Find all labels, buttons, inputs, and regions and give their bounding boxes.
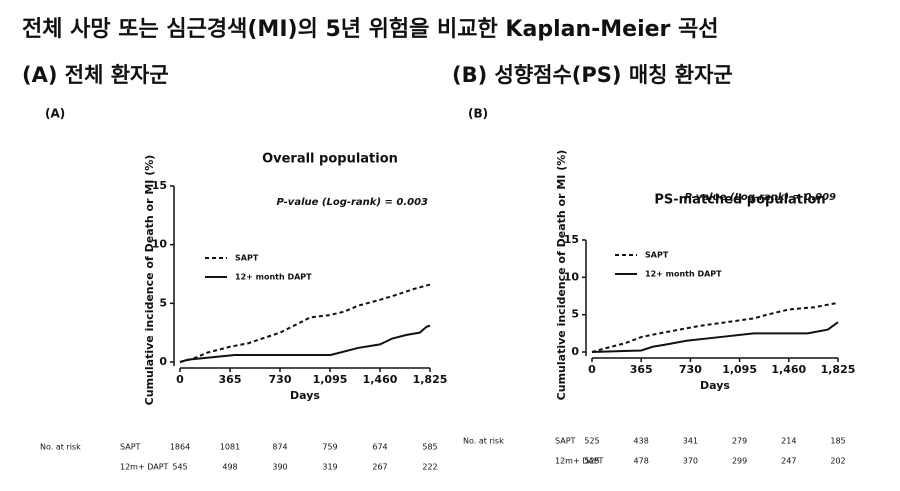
x-tick-label: 1,460 bbox=[771, 363, 806, 376]
km-curve bbox=[179, 283, 431, 363]
risk-count: 1864 bbox=[170, 443, 190, 452]
risk-count: 545 bbox=[172, 463, 187, 472]
page-title: 전체 사망 또는 심근경색(MI)의 5년 위험을 비교한 Kaplan-Mei… bbox=[22, 16, 719, 42]
panel-label: (A) bbox=[45, 107, 65, 121]
y-tick-label: 5 bbox=[571, 308, 579, 321]
risk-count: 759 bbox=[322, 443, 337, 452]
risk-count: 674 bbox=[372, 443, 387, 452]
risk-table-title: No. at risk bbox=[40, 443, 81, 452]
risk-count: 247 bbox=[781, 457, 796, 466]
panel-label: (B) bbox=[468, 107, 488, 121]
y-tick-label: 10 bbox=[564, 270, 580, 283]
risk-count: 525 bbox=[584, 457, 599, 466]
risk-count: 370 bbox=[683, 457, 698, 466]
x-tick-label: 365 bbox=[630, 363, 653, 376]
risk-row-name: SAPT bbox=[120, 443, 141, 452]
y-tick-label: 15 bbox=[152, 179, 167, 192]
risk-count: 390 bbox=[272, 463, 287, 472]
x-tick-label: 365 bbox=[219, 373, 242, 386]
legend-label: SAPT bbox=[645, 251, 669, 260]
risk-count: 222 bbox=[422, 463, 437, 472]
y-tick-label: 10 bbox=[152, 238, 168, 251]
risk-count: 874 bbox=[272, 443, 287, 452]
risk-count: 525 bbox=[584, 437, 599, 446]
km-curve bbox=[591, 301, 839, 353]
risk-count: 585 bbox=[422, 443, 437, 452]
risk-count: 299 bbox=[732, 457, 747, 466]
risk-count: 1081 bbox=[220, 443, 240, 452]
x-tick-label: 1,825 bbox=[413, 373, 448, 386]
risk-count: 202 bbox=[830, 457, 845, 466]
y-axis-label: Cumulative incidence of Death or MI (%) bbox=[143, 155, 156, 406]
y-tick-label: 5 bbox=[159, 296, 167, 309]
chart-title: PS-matched population bbox=[654, 193, 825, 208]
y-tick-label: 15 bbox=[564, 233, 579, 246]
risk-count: 438 bbox=[634, 437, 649, 446]
risk-count: 267 bbox=[372, 463, 387, 472]
y-tick-label: 0 bbox=[571, 345, 579, 358]
risk-count: 498 bbox=[222, 463, 237, 472]
legend-label: 12+ month DAPT bbox=[645, 270, 722, 279]
x-tick-label: 1,095 bbox=[313, 373, 348, 386]
x-axis-label: Days bbox=[290, 389, 320, 402]
risk-count: 214 bbox=[781, 437, 796, 446]
risk-row-name: SAPT bbox=[555, 437, 576, 446]
annotation: P-value (Log-rank) = 0.003 bbox=[277, 197, 429, 208]
risk-table-title: No. at risk bbox=[463, 437, 504, 446]
x-tick-label: 1,825 bbox=[821, 363, 856, 376]
risk-row-name: 12m+ DAPT bbox=[555, 457, 604, 466]
km-curve bbox=[591, 321, 839, 353]
risk-count: 341 bbox=[683, 437, 698, 446]
annotation: P-value (Log-rank) = 0.009 bbox=[685, 192, 837, 203]
x-tick-label: 1,095 bbox=[722, 363, 757, 376]
risk-row-name: 12m+ DAPT bbox=[120, 463, 169, 472]
risk-count: 478 bbox=[634, 457, 649, 466]
y-axis-label: Cumulative incidence of Death or MI (%) bbox=[555, 150, 568, 401]
y-tick-label: 0 bbox=[159, 355, 167, 368]
x-tick-label: 0 bbox=[176, 373, 184, 386]
x-tick-label: 730 bbox=[269, 373, 292, 386]
x-axis-label: Days bbox=[700, 379, 730, 392]
chart-title: Overall population bbox=[262, 152, 398, 167]
risk-count: 319 bbox=[322, 463, 337, 472]
panel-heading: (B) 성향점수(PS) 매칭 환자군 bbox=[452, 63, 733, 87]
x-tick-label: 0 bbox=[588, 363, 596, 376]
risk-count: 279 bbox=[732, 437, 747, 446]
legend-label: SAPT bbox=[235, 254, 259, 263]
x-tick-label: 1,460 bbox=[363, 373, 398, 386]
legend-label: 12+ month DAPT bbox=[235, 273, 312, 282]
km-curve bbox=[179, 324, 431, 363]
panel-heading: (A) 전체 환자군 bbox=[22, 63, 169, 87]
risk-count: 185 bbox=[830, 437, 845, 446]
x-tick-label: 730 bbox=[679, 363, 702, 376]
